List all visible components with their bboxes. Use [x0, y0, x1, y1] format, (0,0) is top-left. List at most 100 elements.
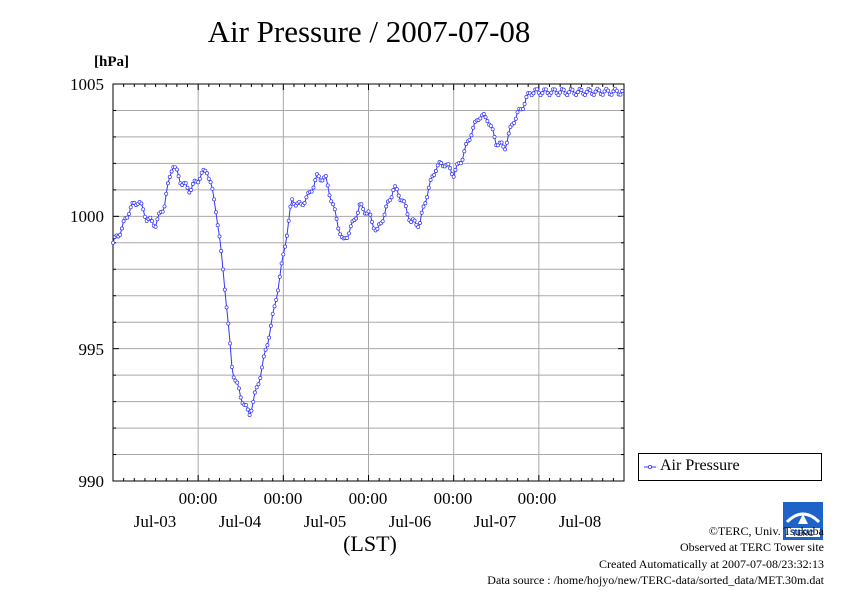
data-point — [197, 176, 202, 181]
data-point — [361, 207, 366, 212]
data-point — [375, 226, 380, 231]
data-point — [313, 178, 318, 183]
data-point — [543, 87, 548, 92]
data-point — [552, 87, 557, 92]
data-point — [354, 216, 359, 221]
data-point — [217, 234, 222, 239]
data-point — [263, 347, 268, 352]
data-point — [540, 91, 545, 95]
data-point — [426, 185, 431, 190]
data-point — [549, 90, 554, 95]
legend-marker — [644, 464, 656, 469]
data-point — [237, 386, 241, 391]
data-point — [618, 92, 623, 97]
data-point — [190, 182, 195, 186]
data-point — [283, 244, 288, 249]
data-point — [558, 90, 563, 95]
data-point — [274, 297, 279, 302]
x-axis-label: (LST) — [343, 531, 397, 556]
data-point — [418, 221, 422, 225]
data-point — [347, 231, 351, 236]
data-point — [391, 188, 396, 193]
data-point — [187, 190, 192, 195]
data-point — [221, 267, 225, 272]
data-point — [128, 205, 133, 210]
data-point — [212, 197, 217, 202]
data-point — [272, 304, 277, 309]
x-tick-date: Jul-08 — [558, 512, 602, 531]
data-point — [196, 180, 201, 185]
data-point — [231, 375, 236, 380]
data-point — [393, 184, 398, 189]
data-point — [229, 364, 234, 369]
data-point — [332, 207, 337, 212]
data-point — [167, 175, 172, 179]
x-tick-date: Jul-05 — [303, 512, 347, 531]
data-point — [189, 188, 194, 192]
air-pressure-series-line — [112, 88, 623, 417]
data-point — [620, 89, 625, 93]
data-point — [160, 209, 165, 214]
x-tick-date: Jul-07 — [473, 512, 517, 531]
data-point — [556, 93, 561, 98]
data-point — [416, 224, 421, 229]
data-point — [433, 169, 438, 173]
data-point — [483, 115, 488, 120]
data-point — [166, 181, 170, 186]
data-point — [256, 382, 261, 387]
data-point — [503, 147, 508, 152]
data-point — [575, 90, 580, 95]
data-point — [384, 204, 389, 209]
data-point — [481, 112, 486, 116]
data-point — [206, 176, 211, 181]
data-point — [208, 180, 213, 185]
data-point — [249, 408, 254, 413]
data-point — [565, 93, 570, 98]
data-point — [409, 220, 414, 224]
data-point — [380, 219, 385, 224]
data-point — [327, 193, 332, 198]
data-point — [215, 223, 220, 228]
data-point — [467, 137, 472, 142]
data-point — [387, 198, 392, 203]
data-point — [432, 173, 437, 177]
x-tick-date: Jul-04 — [218, 512, 262, 531]
data-point — [451, 174, 456, 179]
data-point — [579, 88, 584, 92]
data-point — [325, 183, 330, 188]
data-point — [515, 110, 520, 115]
data-point — [164, 191, 169, 196]
x-tick-time: 00:00 — [263, 489, 303, 508]
data-point — [121, 219, 126, 224]
y-axis-unit: [hPa] — [94, 54, 129, 70]
data-point — [302, 201, 307, 206]
data-point — [185, 185, 190, 190]
data-point — [141, 207, 146, 212]
data-point — [309, 189, 314, 194]
chart-title: Air Pressure / 2007-07-08 — [207, 14, 531, 49]
footer-site: Observed at TERC Tower site — [679, 540, 824, 554]
data-point — [609, 92, 614, 97]
data-point — [382, 212, 387, 217]
data-point — [153, 224, 158, 229]
x-tick-time: 00:00 — [517, 489, 557, 508]
data-point — [251, 399, 256, 404]
data-point — [205, 171, 209, 176]
data-point — [169, 169, 174, 174]
data-point — [348, 224, 353, 229]
data-point — [396, 193, 401, 198]
data-point — [602, 89, 607, 94]
data-point — [512, 121, 516, 125]
data-point — [254, 385, 259, 390]
grid-lines — [113, 84, 624, 481]
footer-created: Created Automatically at 2007-07-08/23:3… — [599, 557, 824, 571]
data-point — [520, 107, 525, 111]
data-point — [488, 123, 493, 128]
data-point — [224, 305, 229, 310]
data-point — [125, 215, 130, 220]
data-point — [245, 407, 250, 412]
data-point — [606, 88, 610, 93]
data-point — [449, 172, 454, 177]
data-point — [288, 204, 293, 209]
data-point — [405, 212, 410, 217]
